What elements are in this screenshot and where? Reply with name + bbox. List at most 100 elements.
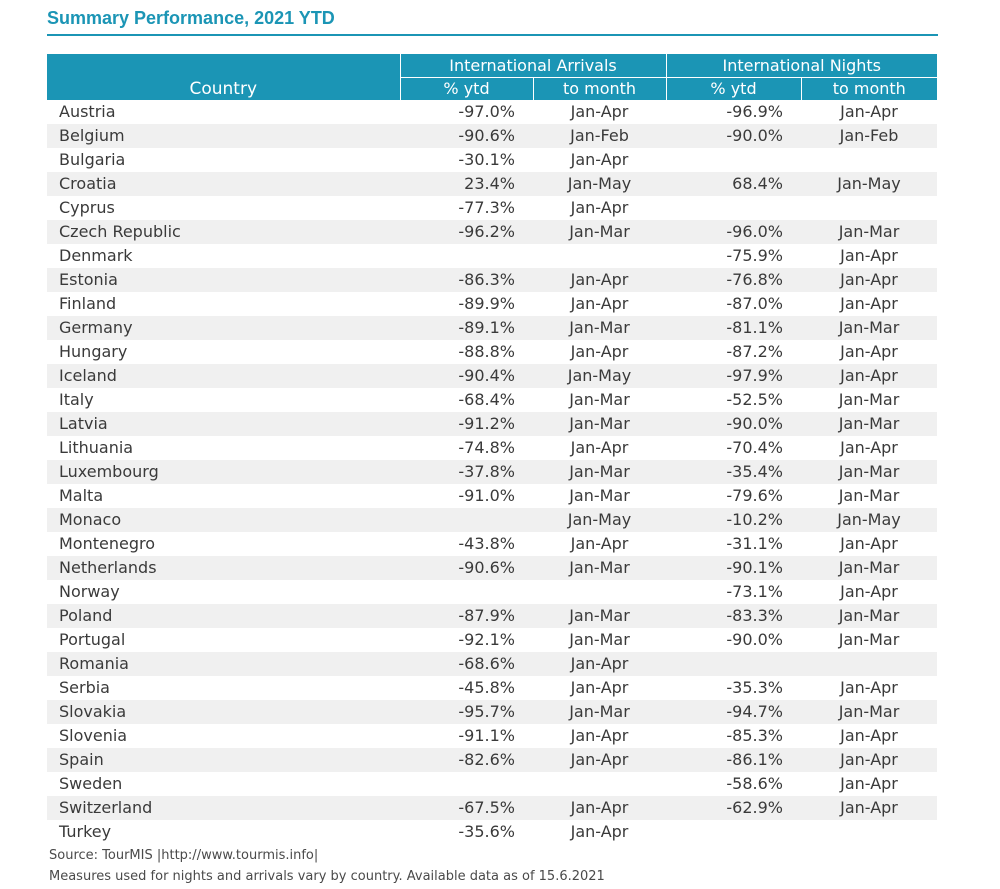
cell-nights-pct-ytd: -35.4% (666, 460, 801, 484)
cell-country: Malta (59, 486, 104, 505)
cell-arrivals-pct-ytd: -37.8% (400, 460, 533, 484)
cell-arrivals-pct-ytd: -30.1% (458, 150, 515, 169)
cell-nights-to-month (801, 820, 937, 844)
title-underline (47, 34, 938, 36)
cell-arrivals-pct-ytd: -89.1% (400, 316, 533, 340)
table-header: Country International Arrivals Internati… (47, 54, 937, 100)
cell-country: Spain (47, 748, 400, 772)
cell-arrivals-to-month: Jan-Mar (533, 460, 666, 484)
cell-nights-pct-ytd: -90.0% (726, 630, 783, 649)
cell-arrivals-pct-ytd: -68.4% (458, 390, 515, 409)
cell-nights-to-month: Jan-Feb (801, 124, 937, 148)
cell-arrivals-to-month: Jan-Mar (533, 604, 666, 628)
cell-arrivals-to-month: Jan-Mar (533, 700, 666, 724)
table-row: Finland -89.9% Jan-Apr -87.0% Jan-Apr (47, 292, 937, 316)
source-note: Source: TourMIS |http://www.tourmis.info… (49, 848, 319, 863)
cell-arrivals-pct-ytd: -88.8% (458, 342, 515, 361)
cell-nights-pct-ytd: 68.4% (666, 172, 801, 196)
cell-nights-to-month: Jan-Apr (840, 774, 898, 793)
cell-nights-to-month: Jan-Apr (801, 268, 937, 292)
cell-nights-to-month: Jan-Mar (801, 604, 937, 628)
cell-nights-to-month (801, 196, 937, 220)
cell-arrivals-pct-ytd: -92.1% (458, 630, 515, 649)
cell-arrivals-pct-ytd: -87.9% (400, 604, 533, 628)
cell-nights-to-month: Jan-May (801, 508, 937, 532)
cell-arrivals-to-month: Jan-Apr (570, 678, 629, 697)
cell-arrivals-pct-ytd (400, 772, 533, 796)
cell-country: Bulgaria (59, 150, 126, 169)
column-header-arrivals-to-month: to month (532, 77, 666, 100)
table-row: Malta -91.0% Jan-Mar -79.6% Jan-Mar (47, 484, 937, 508)
cell-arrivals-pct-ytd (400, 244, 533, 268)
cell-nights-to-month: Jan-Mar (801, 316, 937, 340)
cell-nights-pct-ytd: -90.1% (666, 556, 801, 580)
cell-nights-to-month: Jan-Apr (801, 364, 937, 388)
cell-arrivals-pct-ytd (400, 508, 533, 532)
cell-country: Netherlands (47, 556, 400, 580)
cell-nights-pct-ytd: -96.9% (726, 102, 783, 121)
table-row: Netherlands -90.6% Jan-Mar -90.1% Jan-Mar (47, 556, 937, 580)
cell-nights-to-month: Jan-Mar (801, 556, 937, 580)
cell-nights-pct-ytd (666, 148, 801, 172)
cell-nights-to-month: Jan-Apr (840, 534, 898, 553)
cell-arrivals-pct-ytd: -91.1% (458, 726, 515, 745)
page-title: Summary Performance, 2021 YTD (47, 8, 335, 28)
table-row: Austria -97.0% Jan-Apr -96.9% Jan-Apr (47, 100, 937, 124)
cell-arrivals-pct-ytd: -97.0% (458, 102, 515, 121)
cell-nights-pct-ytd: -90.0% (666, 412, 801, 436)
column-header-country: Country (47, 54, 400, 100)
cell-nights-pct-ytd: -90.0% (666, 124, 801, 148)
cell-country: Austria (59, 102, 116, 121)
cell-nights-pct-ytd: -62.9% (666, 796, 801, 820)
cell-nights-pct-ytd: -76.8% (666, 268, 801, 292)
cell-arrivals-to-month: Jan-Apr (570, 534, 629, 553)
table-row: Slovenia -91.1% Jan-Apr -85.3% Jan-Apr (47, 724, 937, 748)
cell-nights-to-month: Jan-Apr (801, 748, 937, 772)
cell-nights-pct-ytd: -86.1% (666, 748, 801, 772)
table-row: Italy -68.4% Jan-Mar -52.5% Jan-Mar (47, 388, 937, 412)
cell-arrivals-to-month: Jan-May (533, 508, 666, 532)
cell-country: Lithuania (59, 438, 134, 457)
cell-country: Norway (59, 582, 120, 601)
table-row: Iceland -90.4% Jan-May -97.9% Jan-Apr (47, 364, 937, 388)
cell-nights-pct-ytd: -75.9% (726, 246, 783, 265)
cell-arrivals-pct-ytd: -35.6% (458, 822, 515, 841)
cell-country: Italy (59, 390, 94, 409)
table-row: Bulgaria -30.1% Jan-Apr (47, 148, 937, 172)
cell-arrivals-to-month: Jan-May (533, 364, 666, 388)
cell-nights-pct-ytd: -87.0% (726, 294, 783, 313)
cell-arrivals-to-month: Jan-Mar (533, 412, 666, 436)
cell-country: Portugal (59, 630, 126, 649)
cell-arrivals-pct-ytd: -90.6% (400, 556, 533, 580)
cell-nights-to-month: Jan-Apr (840, 102, 898, 121)
cell-country: Denmark (59, 246, 133, 265)
cell-arrivals-pct-ytd: -90.6% (400, 124, 533, 148)
cell-nights-pct-ytd: -70.4% (726, 438, 783, 457)
cell-nights-to-month: Jan-Apr (840, 246, 898, 265)
cell-nights-pct-ytd: -81.1% (666, 316, 801, 340)
summary-performance-table: Country International Arrivals Internati… (47, 54, 937, 844)
cell-nights-to-month: Jan-Mar (838, 630, 900, 649)
table-row: Montenegro -43.8% Jan-Apr -31.1% Jan-Apr (47, 532, 937, 556)
cell-arrivals-to-month: Jan-Apr (570, 294, 629, 313)
cell-country: Hungary (59, 342, 128, 361)
table-row: Germany -89.1% Jan-Mar -81.1% Jan-Mar (47, 316, 937, 340)
cell-nights-to-month: Jan-Apr (840, 294, 898, 313)
table-row: Monaco Jan-May -10.2% Jan-May (47, 508, 937, 532)
cell-nights-pct-ytd: -97.9% (666, 364, 801, 388)
cell-arrivals-pct-ytd: -95.7% (400, 700, 533, 724)
cell-arrivals-pct-ytd: -77.3% (458, 198, 515, 217)
table-row: Estonia -86.3% Jan-Apr -76.8% Jan-Apr (47, 268, 937, 292)
cell-country: Luxembourg (47, 460, 400, 484)
cell-nights-to-month: Jan-Mar (801, 700, 937, 724)
table-body: Austria -97.0% Jan-Apr -96.9% Jan-Apr Belgium… (47, 100, 937, 844)
cell-country: Belgium (47, 124, 400, 148)
table-row: Czech Republic -96.2% Jan-Mar -96.0% Jan-Mar (47, 220, 937, 244)
cell-arrivals-to-month: Jan-Apr (570, 438, 629, 457)
cell-country: Turkey (59, 822, 112, 841)
column-group-international-arrivals: International Arrivals (399, 54, 666, 78)
cell-arrivals-to-month: Jan-Mar (569, 390, 630, 409)
cell-arrivals-pct-ytd: -91.0% (458, 486, 515, 505)
cell-nights-pct-ytd: -87.2% (726, 342, 783, 361)
cell-nights-pct-ytd: -10.2% (666, 508, 801, 532)
